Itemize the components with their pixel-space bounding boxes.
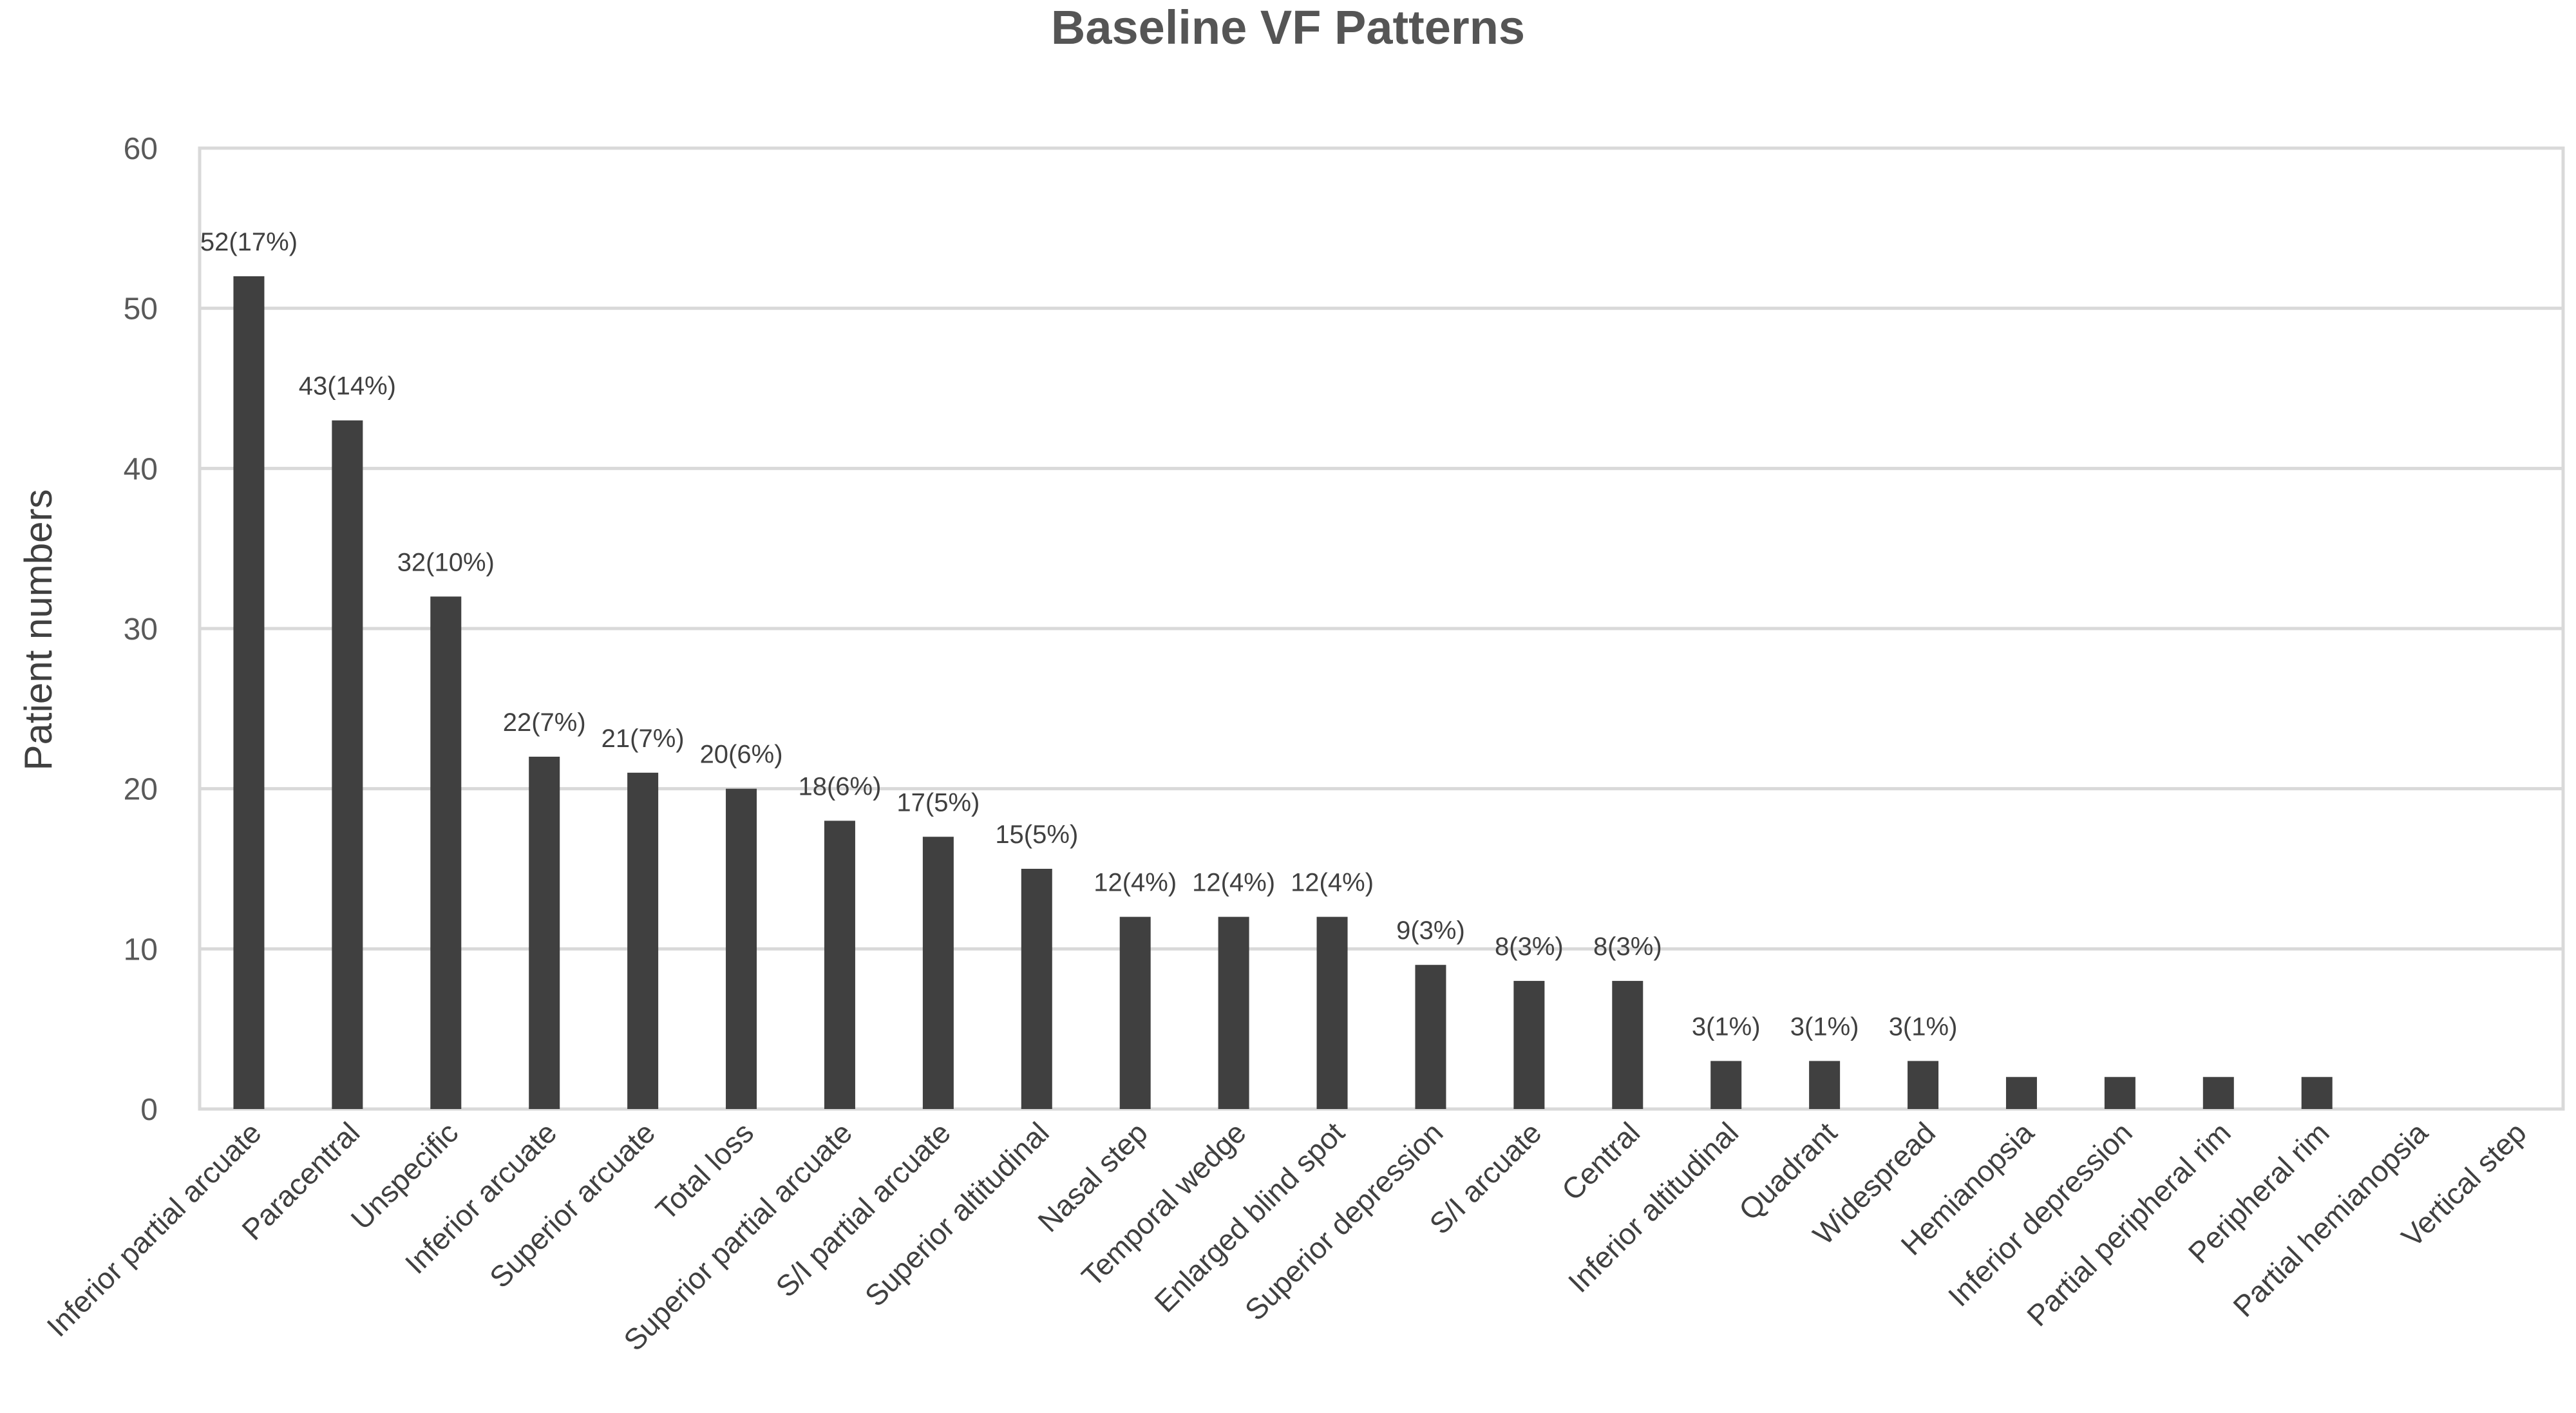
bar [2005, 1077, 2037, 1109]
bar [2104, 1077, 2136, 1109]
x-tick-label: Inferior depression [1942, 1115, 2139, 1313]
bar [233, 276, 265, 1109]
chart-title: Baseline VF Patterns [1051, 1, 1525, 54]
x-tick-label: Temporal wedge [1075, 1115, 1252, 1293]
x-tick-label: Partial hemianopsia [2226, 1115, 2434, 1323]
bar [1218, 916, 1249, 1109]
data-label: 8(3%) [1495, 933, 1564, 961]
bar [1119, 916, 1151, 1109]
y-axis-label: Patient numbers [17, 489, 60, 771]
bar [726, 788, 757, 1109]
data-label: 3(1%) [1692, 1012, 1761, 1041]
bar [922, 837, 954, 1109]
y-tick-label: 50 [124, 292, 158, 327]
y-tick-label: 30 [124, 612, 158, 647]
bar [1908, 1061, 1939, 1109]
x-tick-label: Inferior partial arcuate [40, 1115, 267, 1343]
x-tick-label: Superior altitudinal [858, 1115, 1056, 1313]
x-tick-label: Superior depression [1238, 1115, 1450, 1327]
bar [1612, 981, 1643, 1109]
data-label: 3(1%) [1889, 1012, 1958, 1041]
bar [1809, 1061, 1841, 1109]
y-tick-label: 40 [124, 452, 158, 486]
data-label: 9(3%) [1396, 916, 1465, 945]
y-tick-label: 20 [124, 773, 158, 807]
data-label: 22(7%) [503, 708, 586, 737]
data-label: 43(14%) [299, 372, 396, 401]
bar [1021, 869, 1052, 1109]
bar [2202, 1077, 2234, 1109]
y-tick-label: 0 [140, 1093, 158, 1127]
bar [824, 820, 855, 1109]
bar [1316, 916, 1348, 1109]
data-label: 32(10%) [397, 548, 495, 576]
plot-frame [198, 146, 2565, 1111]
data-label: 12(4%) [1291, 869, 1374, 897]
bar [627, 772, 659, 1109]
y-tick-label: 10 [124, 933, 158, 967]
bar [332, 420, 363, 1109]
data-label: 21(7%) [601, 725, 685, 753]
y-axis-ticks: 0 10 20 30 40 50 60 [124, 132, 158, 1127]
x-tick-label: Superior arcuate [483, 1115, 661, 1294]
x-tick-label: S/I partial arcuate [769, 1115, 957, 1304]
data-label: 3(1%) [1790, 1012, 1859, 1041]
data-label: 52(17%) [200, 228, 298, 256]
bar [2301, 1077, 2333, 1109]
data-label: 12(4%) [1094, 869, 1177, 897]
data-label: 18(6%) [798, 772, 881, 801]
gridlines [200, 307, 2563, 951]
y-tick-label: 60 [124, 132, 158, 166]
x-tick-label: Enlarged blind spot [1148, 1115, 1350, 1318]
data-label: 8(3%) [1593, 933, 1662, 961]
bar [430, 596, 462, 1109]
bars [233, 276, 2333, 1109]
x-tick-label: Central [1555, 1115, 1647, 1207]
data-labels: 52(17%) 43(14%) 32(10%) 22(7%) 21(7%) 20(6%) 1… [200, 228, 1958, 1041]
x-axis-ticks: Inferior partial arcuateParacentralUnspe… [40, 1115, 2532, 1357]
bar [1513, 981, 1545, 1109]
x-tick-label: Inferior altitudinal [1562, 1115, 1745, 1298]
bar [1415, 965, 1446, 1109]
data-label: 20(6%) [700, 741, 783, 769]
bar [529, 756, 560, 1109]
data-label: 12(4%) [1192, 869, 1275, 897]
data-label: 15(5%) [995, 820, 1078, 849]
data-label: 17(5%) [896, 788, 980, 817]
bar [1710, 1061, 1742, 1109]
